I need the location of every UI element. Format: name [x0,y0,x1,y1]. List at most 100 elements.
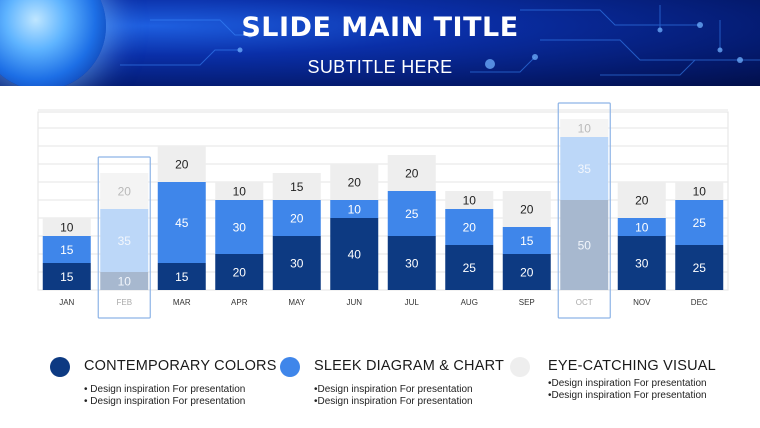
data-label: 10 [578,122,592,136]
bar-segment-mar-dark [157,263,206,290]
bar-segment-jul-dark [387,236,436,290]
bar-segment-jun-light [330,164,379,200]
data-label: 20 [463,221,477,235]
data-label: 35 [118,234,132,248]
legend-title: SLEEK DIAGRAM & CHART [314,358,505,374]
data-label: 30 [405,257,419,271]
bar-segment-sep-light [502,191,551,227]
bar-segment-mar-light [157,146,206,182]
data-label: 10 [463,194,477,208]
data-label: 25 [463,261,477,275]
bar-segment-aug-light [445,191,494,209]
bar-segment-jan-dark [42,263,91,290]
data-label: 20 [520,266,534,280]
x-tick-label: JUN [346,298,362,307]
bar-segment-may-light [272,173,321,200]
data-label: 30 [233,221,247,235]
bar-segment-aug-dark [445,245,494,290]
bar-segment-oct-light [560,119,609,137]
bar-segment-oct-mid [560,137,609,200]
data-label: 50 [578,239,592,253]
bar-segment-apr-mid [215,200,264,254]
bar-segment-dec-light [675,182,724,200]
legend-dot-light [510,357,530,377]
data-label: 25 [693,261,707,275]
data-label: 20 [635,194,649,208]
highlight-frame [97,156,151,319]
legend-line: • Design inspiration For presentation [84,384,246,395]
data-label: 45 [175,216,189,230]
bar-segment-jan-light [42,218,91,236]
bar-segment-apr-dark [215,254,264,290]
circuit-pattern [120,5,760,76]
bar-segment-may-mid [272,200,321,236]
x-tick-label: APR [231,298,248,307]
x-tick-label: SEP [519,298,535,307]
bar-segment-may-dark [272,236,321,290]
bar-segment-feb-dark [100,272,149,290]
data-label: 30 [635,257,649,271]
x-tick-label: FEB [116,298,132,307]
stacked-bar-chart: 15 15 10 JAN 10 35 20 FEB 15 45 20 MAR 20 30 10 APR 30 20… [37,102,729,319]
bar-segment-aug-mid [445,209,494,245]
legend-line: •Design inspiration For presentation [548,390,707,401]
data-label: 10 [635,221,649,235]
x-tick-label: NOV [633,298,651,307]
bar-segment-nov-dark [617,236,666,290]
data-label: 25 [693,216,707,230]
data-label: 25 [405,207,419,221]
data-label: 15 [175,270,189,284]
data-label: 20 [520,203,534,217]
bar-segment-jun-dark [330,218,379,290]
bar-segment-nov-light [617,182,666,218]
bar-segment-sep-mid [502,227,551,254]
legend-title: CONTEMPORARY COLORS [84,358,277,374]
bar-segment-jun-mid [330,200,379,218]
data-label: 15 [520,234,534,248]
legend-title: EYE-CATCHING VISUAL [548,358,716,374]
bar-segment-sep-dark [502,254,551,290]
bar-segment-jul-mid [387,191,436,236]
data-label: 10 [233,185,247,199]
legend-line: •Design inspiration For presentation [314,384,473,395]
data-label: 10 [693,185,707,199]
x-tick-label: MAR [173,298,191,307]
x-tick-label: MAY [288,298,305,307]
bar-segment-jan-mid [42,236,91,263]
legend-dot-mid [280,357,300,377]
x-tick-label: JUL [405,298,420,307]
data-label: 20 [233,266,247,280]
legend-line: •Design inspiration For presentation [548,378,707,389]
data-label: 15 [60,243,74,257]
data-label: 35 [578,162,592,176]
legend-line: •Design inspiration For presentation [314,396,473,407]
x-tick-label: JAN [59,298,74,307]
x-tick-label: DEC [691,298,708,307]
data-label: 20 [405,167,419,181]
data-label: 20 [290,212,304,226]
legend-line: • Design inspiration For presentation [84,396,246,407]
bar-segment-oct-dark [560,200,609,290]
data-label: 40 [348,248,362,262]
data-label: 20 [118,185,132,199]
data-label: 10 [60,221,74,235]
slide-header: SLIDE MAIN TITLE SUBTITLE HERE [0,0,760,86]
bar-segment-apr-light [215,182,264,200]
data-label: 20 [175,158,189,172]
data-label: 30 [290,257,304,271]
x-tick-label: OCT [576,298,593,307]
bar-segment-feb-light [100,173,149,209]
bar-segment-dec-mid [675,200,724,245]
data-label: 20 [348,176,362,190]
bar-segment-mar-mid [157,182,206,263]
bar-segment-dec-dark [675,245,724,290]
legend-dot-dark [50,357,70,377]
data-label: 10 [118,275,132,289]
data-label: 15 [60,270,74,284]
bar-segment-nov-mid [617,218,666,236]
highlight-frame [557,102,611,319]
data-label: 10 [348,203,362,217]
bar-segment-feb-mid [100,209,149,272]
bar-segment-jul-light [387,155,436,191]
data-label: 15 [290,180,304,194]
